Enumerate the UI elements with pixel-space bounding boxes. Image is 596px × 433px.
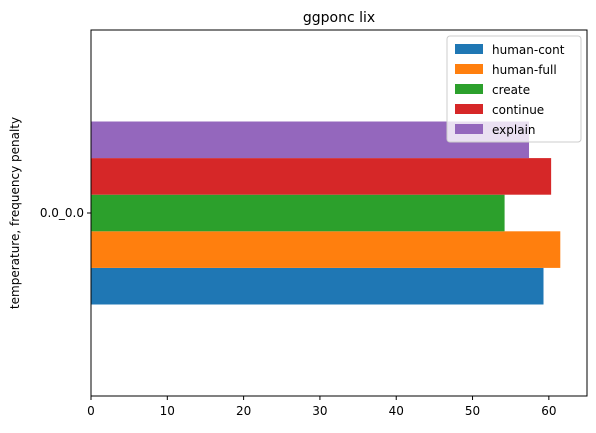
legend-swatch-human-full [455, 64, 483, 74]
bar-continue [91, 158, 552, 195]
legend-label-human-full: human-full [492, 63, 557, 77]
x-tick-label: 40 [389, 404, 404, 418]
x-tick-label: 10 [160, 404, 175, 418]
bar-human-cont [91, 267, 544, 305]
legend-box [446, 35, 582, 143]
x-tick-label: 30 [312, 404, 327, 418]
y-axis: 0.0_0.0 [40, 206, 91, 220]
x-tick-label: 50 [465, 404, 480, 418]
legend: human-cont human-full create continue explai… [446, 35, 582, 143]
bars-group [91, 121, 561, 305]
legend-swatch-create [455, 84, 483, 94]
legend-label-explain: explain [492, 123, 536, 137]
y-axis-label: temperature, frequency penalty [8, 117, 22, 309]
legend-label-continue: continue [492, 103, 544, 117]
legend-label-create: create [492, 83, 530, 97]
x-tick-label: 20 [236, 404, 251, 418]
legend-swatch-human-cont [455, 44, 483, 54]
x-axis: 0 10 20 30 40 50 60 [87, 396, 556, 418]
x-tick-label: 60 [541, 404, 556, 418]
legend-label-human-cont: human-cont [492, 43, 565, 57]
legend-swatch-explain [455, 124, 483, 134]
chart-title: ggponc lix [303, 10, 375, 26]
legend-swatch-continue [455, 104, 483, 114]
x-tick-label: 0 [87, 404, 95, 418]
bar-human-full [91, 231, 561, 268]
y-tick-label: 0.0_0.0 [40, 206, 84, 220]
bar-create [91, 194, 505, 232]
